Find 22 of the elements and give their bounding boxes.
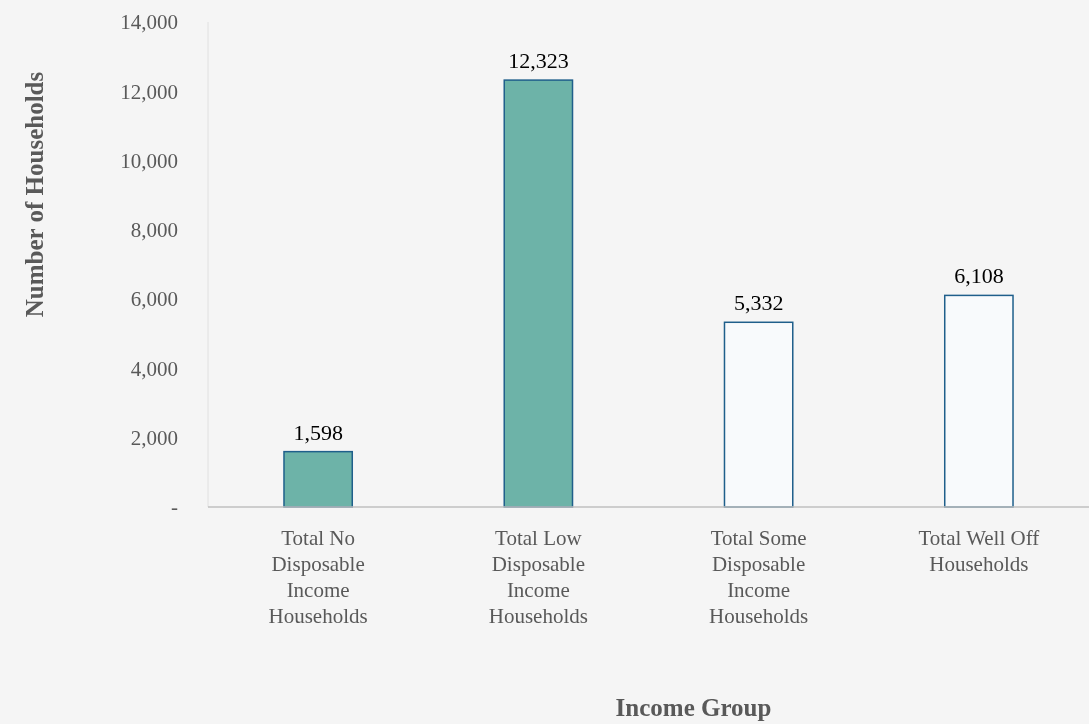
y-tick-label: 6,000: [130, 287, 178, 312]
y-tick-label: 4,000: [130, 356, 178, 381]
y-tick-label: 14,000: [120, 10, 178, 35]
y-tick-label: 12,000: [120, 79, 178, 104]
bar: [283, 450, 354, 508]
bar: [943, 294, 1014, 508]
x-tick-label: Total Well Off Households: [918, 526, 1040, 576]
x-tick-label: Total Some Disposable Income Households: [709, 526, 809, 628]
bar: [503, 79, 574, 508]
data-label: 5,332: [733, 290, 784, 316]
y-axis-title: Number of Households: [21, 71, 48, 318]
x-axis-title: Income Group: [615, 694, 772, 721]
data-label: 6,108: [954, 263, 1004, 289]
y-tick-label: 10,000: [120, 148, 178, 173]
x-tick-label: Total Low Disposable Income Households: [488, 526, 588, 628]
data-label: 1,598: [293, 419, 343, 445]
y-tick-label: -: [171, 495, 178, 520]
bar: [723, 321, 794, 508]
x-tick-label: Total No Disposable Income Households: [268, 526, 368, 628]
y-tick-label: 2,000: [130, 426, 178, 451]
y-tick-label: 8,000: [130, 218, 178, 243]
data-label: 12,323: [508, 48, 569, 74]
